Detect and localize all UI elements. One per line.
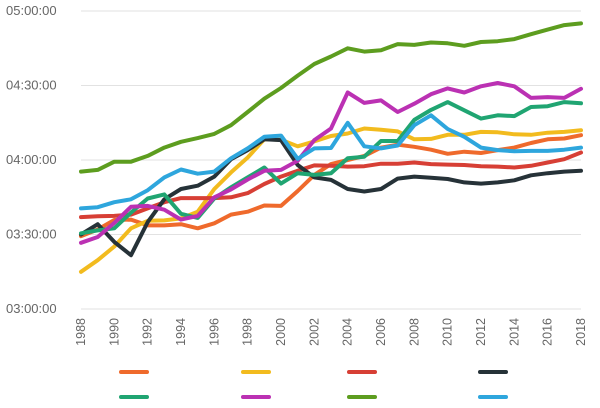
x-tick-label: 2008: [407, 318, 421, 346]
legend: [119, 370, 508, 399]
y-tick-label: 05:00:00: [6, 3, 57, 18]
series-lines: [79, 21, 583, 274]
series-line-6: [79, 81, 583, 245]
series-line-4: [79, 137, 583, 258]
x-tick-label: 1998: [241, 318, 255, 346]
x-tick-label: 2016: [541, 318, 555, 346]
series-line-2: [79, 126, 583, 274]
x-tick-label: 1988: [74, 318, 88, 346]
x-tick-label: 2000: [274, 318, 288, 346]
x-tick-label: 2018: [574, 318, 588, 346]
y-tick-label: 03:30:00: [6, 227, 57, 242]
y-axis-tick-labels: 03:00:00 03:30:00 04:00:00 04:30:00 05:00:00: [6, 3, 57, 316]
gridlines: [81, 10, 581, 310]
x-tick-label: 2012: [474, 318, 488, 346]
x-axis-tick-labels: 1988 1990 1992 1994 1996 1998 2000 2002 2004 2006…: [74, 318, 588, 346]
x-tick-label: 2002: [307, 318, 321, 346]
y-tick-label: 03:00:00: [6, 301, 57, 316]
series-line-7: [79, 21, 583, 174]
x-tick-label: 1992: [141, 318, 155, 346]
x-tick-label: 2006: [374, 318, 388, 346]
series-line-8: [79, 113, 583, 211]
y-tick-label: 04:00:00: [6, 152, 57, 167]
series-line-5: [79, 100, 583, 236]
x-tick-label: 1996: [207, 318, 221, 346]
x-tick-label: 1994: [174, 318, 188, 346]
x-tick-label: 1990: [107, 318, 121, 346]
x-tick-label: 2014: [507, 318, 521, 346]
x-tick-label: 2004: [341, 318, 355, 346]
y-tick-label: 04:30:00: [6, 78, 57, 93]
x-tick-label: 2010: [441, 318, 455, 346]
